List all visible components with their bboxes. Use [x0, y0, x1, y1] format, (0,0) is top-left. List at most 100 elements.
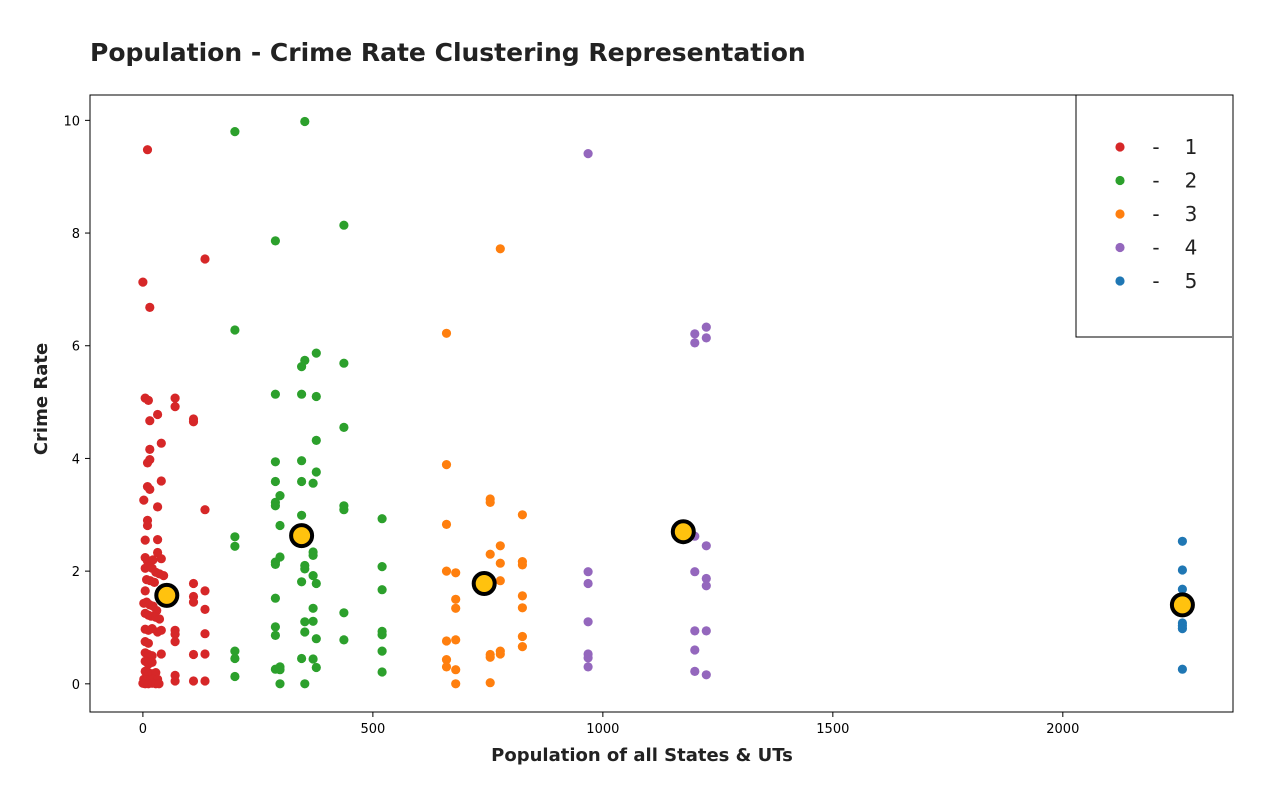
data-point: [200, 676, 210, 686]
legend-label: 5: [1185, 269, 1198, 293]
y-axis-label: Crime Rate: [31, 343, 52, 455]
data-point: [153, 535, 163, 545]
data-point: [701, 581, 711, 591]
data-point: [230, 646, 240, 656]
data-point: [495, 541, 505, 551]
data-point: [297, 456, 307, 466]
data-point: [517, 603, 528, 613]
data-point: [311, 662, 321, 673]
data-point: [200, 604, 210, 615]
data-point: [1177, 565, 1187, 575]
data-point: [147, 657, 157, 668]
data-point: [156, 554, 166, 564]
data-point: [270, 476, 280, 487]
legend-separator: -: [1152, 202, 1159, 226]
data-point: [142, 145, 153, 155]
data-point: [441, 636, 452, 646]
legend-separator: -: [1152, 236, 1159, 260]
data-point: [297, 476, 307, 487]
data-point: [485, 652, 495, 662]
data-point: [441, 662, 452, 672]
data-point: [1177, 536, 1187, 546]
data-point: [690, 645, 700, 655]
data-point: [142, 458, 153, 468]
data-point: [170, 676, 180, 686]
y-tick-label: 0: [72, 678, 80, 693]
data-point: [139, 495, 149, 505]
y-tick-label: 4: [72, 452, 80, 467]
data-point: [275, 520, 285, 531]
data-point: [690, 666, 700, 677]
data-point: [300, 116, 310, 127]
data-point: [485, 549, 495, 559]
legend-marker: [1115, 209, 1125, 219]
data-point: [145, 484, 155, 494]
data-point: [297, 577, 307, 587]
centroids: [154, 519, 1195, 618]
legend-marker: [1115, 142, 1125, 152]
data-point: [701, 322, 711, 332]
data-point: [583, 578, 593, 589]
data-point: [297, 362, 307, 372]
legend-separator: -: [1152, 269, 1159, 293]
data-point: [339, 358, 349, 368]
data-point: [140, 586, 150, 596]
data-point: [300, 617, 310, 627]
data-point: [188, 417, 199, 427]
x-tick-label: 2000: [1046, 722, 1079, 737]
data-point: [311, 578, 321, 589]
data-point: [377, 667, 387, 677]
data-point: [148, 555, 158, 565]
data-point: [339, 608, 349, 618]
data-point: [451, 568, 461, 578]
data-point: [170, 637, 180, 647]
data-point: [297, 653, 307, 664]
x-tick-label: 500: [360, 722, 385, 737]
data-point: [270, 593, 280, 603]
data-point: [188, 597, 199, 607]
data-point: [300, 564, 310, 574]
data-point: [495, 558, 505, 568]
series-2: [230, 116, 387, 689]
data-point: [145, 416, 155, 426]
centroid-marker: [289, 523, 315, 549]
data-point: [145, 444, 155, 454]
legend-frame: [1075, 95, 1232, 338]
data-point: [377, 630, 387, 640]
data-point: [583, 617, 593, 627]
data-point: [275, 665, 285, 675]
data-point: [485, 678, 495, 688]
data-point: [701, 670, 711, 680]
data-point: [156, 476, 166, 486]
data-point: [308, 571, 318, 581]
data-point: [297, 389, 307, 399]
data-point: [145, 302, 155, 312]
series-1: [138, 145, 210, 689]
data-point: [517, 642, 528, 652]
data-point: [149, 577, 159, 588]
data-point: [701, 573, 711, 584]
data-point: [230, 541, 240, 551]
data-point: [451, 665, 461, 675]
data-point: [154, 614, 165, 624]
data-point: [200, 254, 210, 264]
data-point: [451, 679, 461, 689]
legend-marker: [1115, 242, 1125, 253]
x-axis-label: Population of all States & UTs: [491, 745, 793, 766]
data-point: [339, 635, 349, 645]
data-point: [147, 651, 157, 661]
data-point: [311, 348, 321, 358]
data-point: [200, 629, 210, 639]
legend-separator: -: [1152, 169, 1159, 193]
data-point: [153, 502, 163, 512]
data-point: [170, 393, 180, 403]
legend-separator: -: [1152, 135, 1159, 159]
data-point: [690, 329, 700, 339]
data-point: [153, 409, 163, 420]
legend-label: 3: [1185, 202, 1198, 226]
data-point: [188, 649, 199, 660]
data-point: [270, 559, 280, 570]
data-point: [451, 594, 461, 604]
data-point: [270, 630, 280, 641]
x-tick-label: 0: [139, 722, 147, 737]
